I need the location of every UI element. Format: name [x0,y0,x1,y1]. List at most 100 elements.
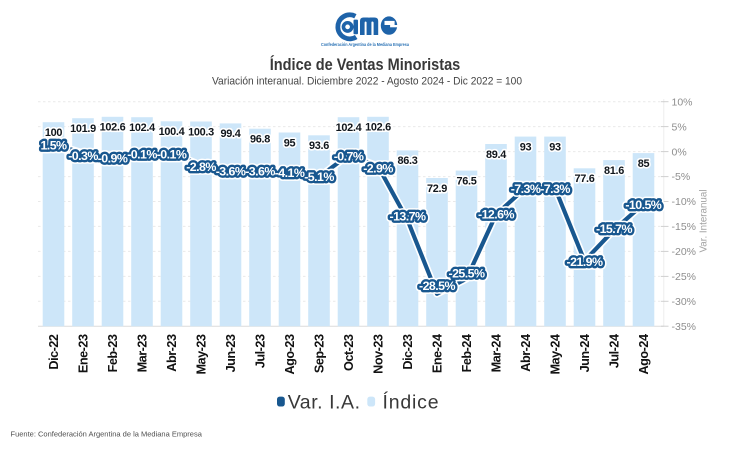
svg-text:Feb-24: Feb-24 [460,334,474,372]
svg-text:Jul-23: Jul-23 [254,334,268,368]
svg-text:101.9: 101.9 [70,123,96,135]
svg-text:72.9: 72.9 [427,183,447,195]
svg-text:89.4: 89.4 [486,149,506,161]
svg-text:Fuente: Confederación Argentin: Fuente: Confederación Argentina de la Me… [11,429,203,438]
svg-text:-15.7%: -15.7% [596,222,632,236]
svg-text:99.4: 99.4 [221,128,241,140]
svg-text:-0.1%: -0.1% [157,148,187,162]
svg-text:-25.5%: -25.5% [449,267,485,281]
svg-text:-10.5%: -10.5% [625,198,661,212]
svg-text:102.6: 102.6 [365,122,391,134]
svg-text:93: 93 [520,141,532,153]
svg-text:Jul-24: Jul-24 [608,334,622,368]
svg-text:Feb-23: Feb-23 [106,334,120,372]
svg-text:76.5: 76.5 [457,175,477,187]
svg-text:-21.9%: -21.9% [567,255,603,269]
svg-text:-2.8%: -2.8% [186,160,216,174]
svg-text:102.6: 102.6 [100,122,126,134]
svg-text:-7.3%: -7.3% [540,182,570,196]
svg-text:-4.1%: -4.1% [275,166,305,180]
svg-text:100.3: 100.3 [188,126,214,138]
svg-text:-0.3%: -0.3% [68,149,98,163]
svg-text:Nov-23: Nov-23 [372,334,386,374]
svg-text:-13.7%: -13.7% [390,210,426,224]
svg-text:-28.5%: -28.5% [419,279,455,293]
svg-text:-12.6%: -12.6% [478,207,514,221]
svg-text:85: 85 [638,158,650,170]
svg-text:-0.3%: -0.3% [68,149,98,163]
svg-text:-28.5%: -28.5% [419,279,455,293]
svg-text:Var. I.A.: Var. I.A. [288,391,361,413]
svg-text:102.4: 102.4 [336,122,362,134]
svg-text:-25%: -25% [672,271,697,283]
svg-text:Índice de Ventas Minoristas: Índice de Ventas Minoristas [270,55,461,74]
svg-text:-0.9%: -0.9% [98,151,128,165]
svg-text:-5.1%: -5.1% [304,170,334,184]
svg-text:Mar-24: Mar-24 [490,334,504,372]
svg-text:-13.7%: -13.7% [390,210,426,224]
svg-text:-3.6%: -3.6% [245,164,275,178]
svg-text:-3.6%: -3.6% [245,164,275,178]
svg-text:-3.6%: -3.6% [216,164,246,178]
svg-text:-2.8%: -2.8% [186,160,216,174]
svg-text:Dic-23: Dic-23 [401,334,415,370]
svg-text:-4.1%: -4.1% [275,166,305,180]
svg-text:Dic-22: Dic-22 [47,334,61,370]
svg-text:-10%: -10% [672,196,697,208]
svg-text:95: 95 [284,137,296,149]
svg-text:1.5%: 1.5% [40,139,67,153]
svg-text:1.5%: 1.5% [40,139,67,153]
svg-text:-7.3%: -7.3% [511,182,541,196]
svg-text:-25.5%: -25.5% [449,267,485,281]
svg-text:Ago-23: Ago-23 [283,334,297,374]
svg-text:96.8: 96.8 [250,134,270,146]
svg-text:-21.9%: -21.9% [567,255,603,269]
svg-text:86.3: 86.3 [398,155,418,167]
svg-text:-15.7%: -15.7% [596,222,632,236]
svg-text:Variación interanual. Diciembr: Variación interanual. Diciembre 2022 - A… [212,76,522,88]
svg-text:Abr-24: Abr-24 [519,334,533,372]
svg-text:-30%: -30% [672,296,697,308]
svg-text:-5%: -5% [672,171,691,183]
svg-text:-0.7%: -0.7% [334,150,364,164]
svg-text:Var. Interanual: Var. Interanual [699,190,710,253]
svg-text:-2.9%: -2.9% [363,161,393,175]
svg-text:-12.6%: -12.6% [478,207,514,221]
svg-text:Confederación Argentina de la: Confederación Argentina de la Mediana Em… [321,42,409,47]
svg-text:1.5%: 1.5% [40,139,67,153]
svg-text:-0.7%: -0.7% [334,150,364,164]
svg-text:-0.9%: -0.9% [98,151,128,165]
svg-text:-28.5%: -28.5% [419,279,455,293]
svg-text:-3.6%: -3.6% [216,164,246,178]
svg-text:-3.6%: -3.6% [216,164,246,178]
svg-text:-20%: -20% [672,246,697,258]
svg-text:-10.5%: -10.5% [625,198,661,212]
svg-text:-0.1%: -0.1% [127,148,157,162]
svg-text:Índice: Índice [383,390,440,413]
svg-text:Mar-23: Mar-23 [136,334,150,372]
svg-text:Ene-23: Ene-23 [77,334,91,373]
svg-text:-15%: -15% [672,221,697,233]
svg-text:-3.6%: -3.6% [245,164,275,178]
svg-text:Jun-24: Jun-24 [578,334,592,372]
svg-text:100: 100 [45,127,63,139]
svg-text:Jun-23: Jun-23 [224,334,238,372]
svg-text:May-23: May-23 [195,334,209,374]
svg-text:93.6: 93.6 [309,140,329,152]
svg-text:-0.1%: -0.1% [157,148,187,162]
svg-text:0%: 0% [672,146,687,158]
svg-text:-35%: -35% [672,321,697,333]
svg-text:-0.1%: -0.1% [127,148,157,162]
svg-text:10%: 10% [672,96,693,108]
svg-text:Ago-24: Ago-24 [637,334,651,374]
svg-text:-0.3%: -0.3% [68,149,98,163]
svg-text:Abr-23: Abr-23 [165,334,179,372]
svg-text:-10.5%: -10.5% [625,198,661,212]
svg-text:-0.9%: -0.9% [98,151,128,165]
svg-text:-12.6%: -12.6% [478,207,514,221]
svg-text:-7.3%: -7.3% [511,182,541,196]
svg-text:-7.3%: -7.3% [540,182,570,196]
svg-text:Ene-24: Ene-24 [431,334,445,373]
svg-text:Oct-23: Oct-23 [342,334,356,371]
svg-text:-7.3%: -7.3% [540,182,570,196]
